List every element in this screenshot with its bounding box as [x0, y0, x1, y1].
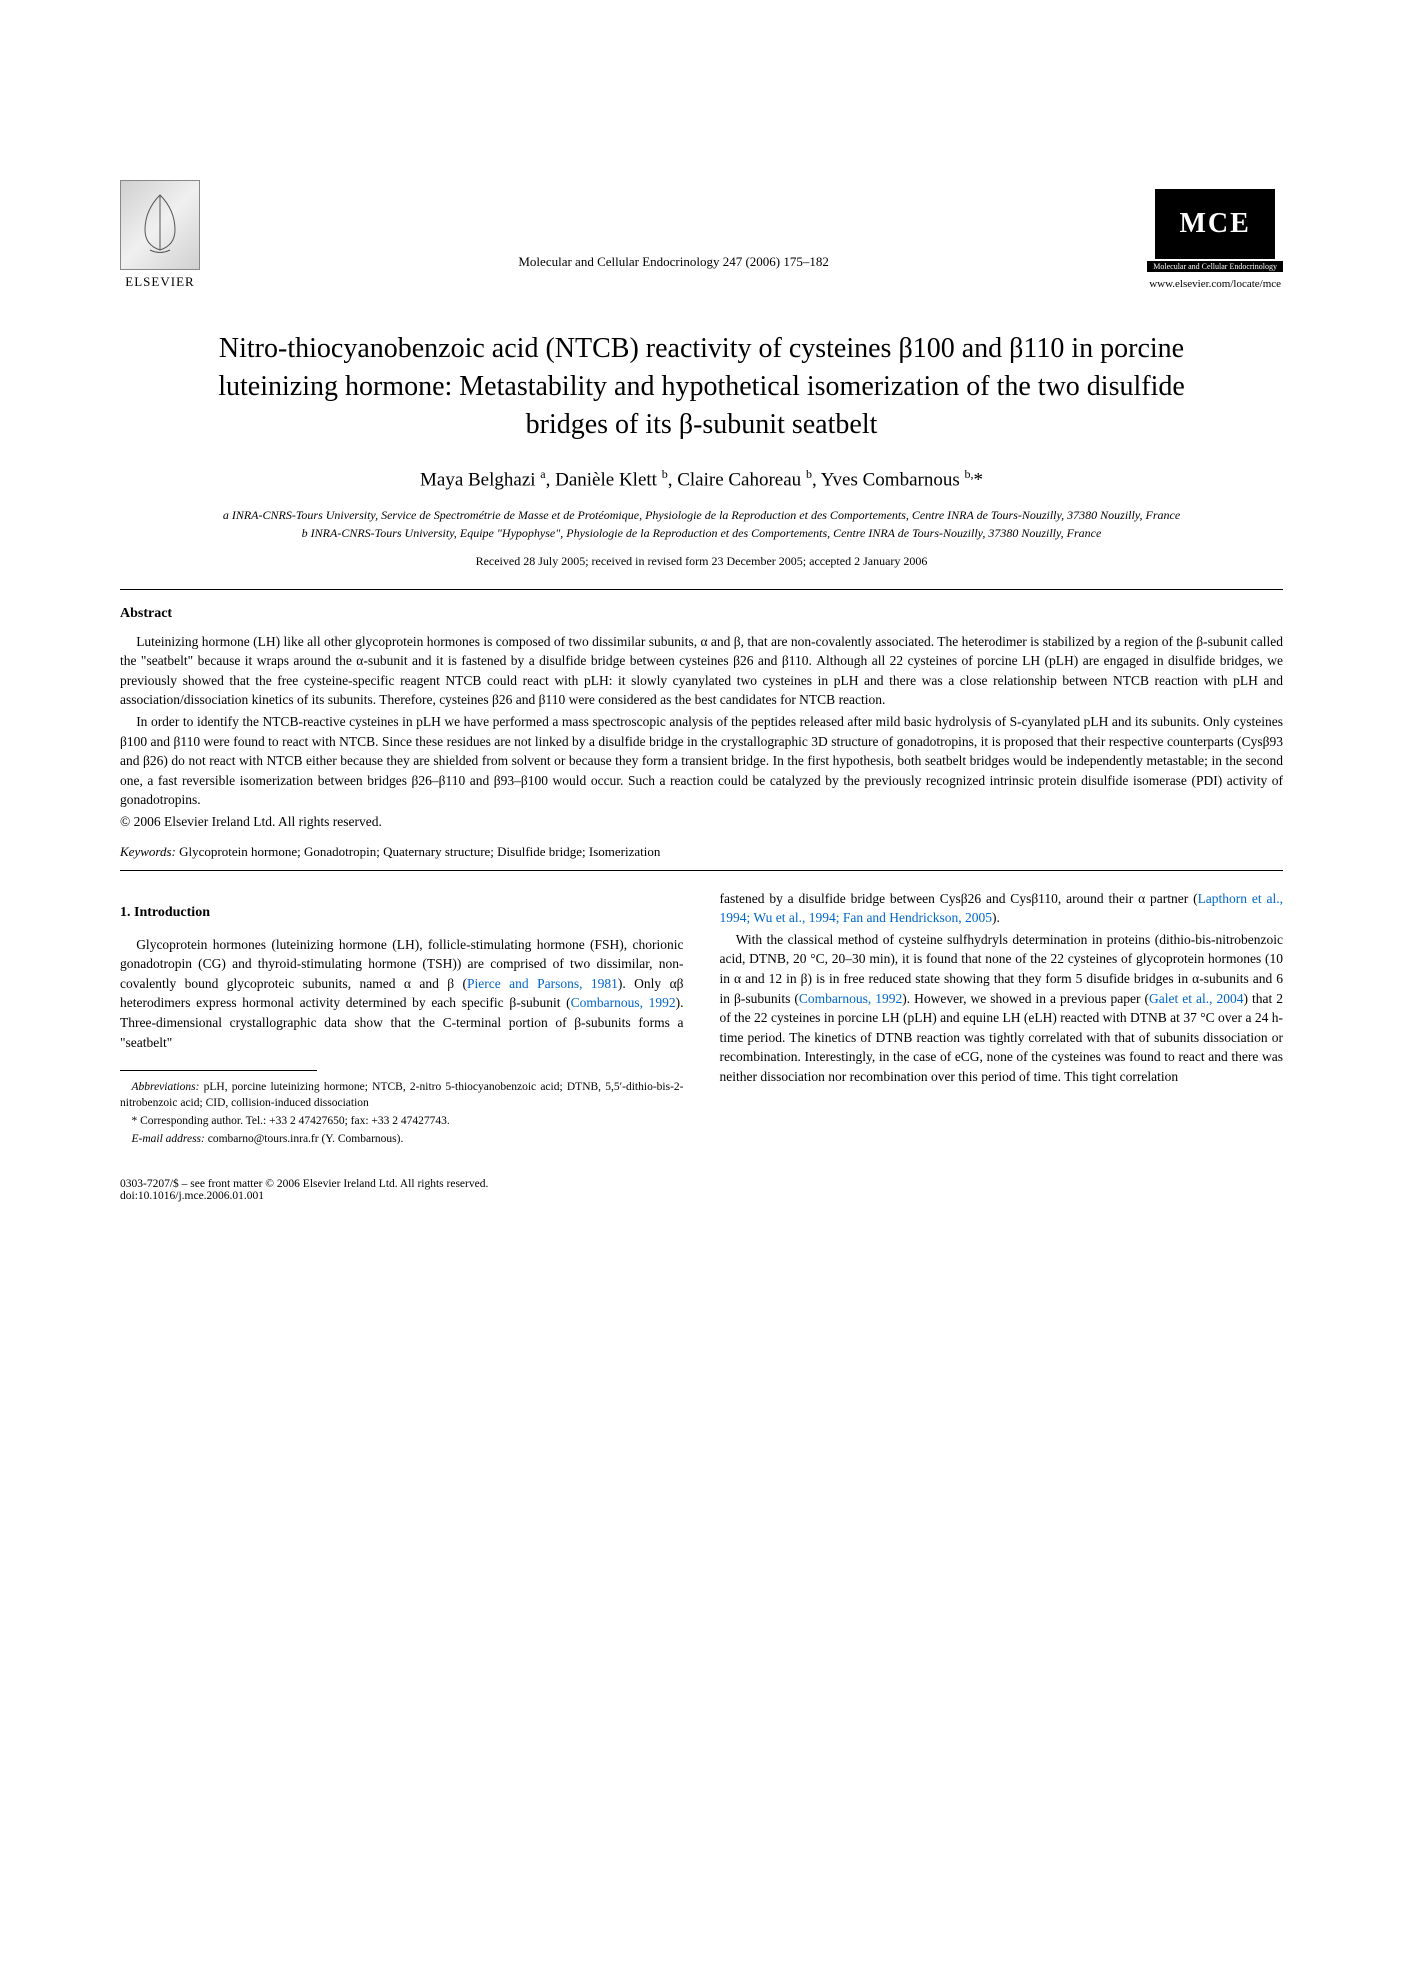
paper-header: ELSEVIER Molecular and Cellular Endocrin…: [120, 180, 1283, 290]
abbrev-label: Abbreviations:: [132, 1081, 200, 1093]
journal-citation: Molecular and Cellular Endocrinology 247…: [200, 254, 1147, 290]
journal-url[interactable]: www.elsevier.com/locate/mce: [1149, 278, 1281, 290]
footnote-abbrev: Abbreviations: pLH, porcine luteinizing …: [120, 1079, 684, 1111]
footnote-corresp: * Corresponding author. Tel.: +33 2 4742…: [120, 1113, 684, 1129]
affiliations: a INRA-CNRS-Tours University, Service de…: [180, 506, 1223, 542]
abstract-body: Luteinizing hormone (LH) like all other …: [120, 632, 1283, 830]
abbrev-text: pLH, porcine luteinizing hormone; NTCB, …: [120, 1081, 684, 1109]
abstract-p1: Luteinizing hormone (LH) like all other …: [120, 632, 1283, 710]
footnote-rule: [120, 1070, 317, 1071]
doi-block: 0303-7207/$ – see front matter © 2006 El…: [120, 1178, 1283, 1202]
keywords-line: Keywords: Glycoprotein hormone; Gonadotr…: [120, 844, 1283, 860]
authors-line: Maya Belghazi a, Danièle Klett b, Claire…: [120, 467, 1283, 491]
publisher-block: ELSEVIER: [120, 180, 200, 290]
intro-p2: With the classical method of cysteine su…: [720, 930, 1284, 1087]
rule-top: [120, 589, 1283, 590]
rule-bottom: [120, 870, 1283, 871]
cite-combarnous-1992-b[interactable]: Combarnous, 1992: [799, 991, 902, 1006]
cite-galet-2004[interactable]: Galet et al., 2004: [1149, 991, 1244, 1006]
keywords-label: Keywords:: [120, 844, 176, 859]
affiliation-b: b INRA-CNRS-Tours University, Equipe "Hy…: [180, 524, 1223, 542]
email-label: E-mail address:: [132, 1133, 205, 1145]
intro-r2-b: ). However, we showed in a previous pape…: [902, 991, 1149, 1006]
abstract-copyright: © 2006 Elsevier Ireland Ltd. All rights …: [120, 814, 1283, 830]
right-column: fastened by a disulfide bridge between C…: [720, 889, 1284, 1150]
publisher-name: ELSEVIER: [125, 274, 194, 290]
journal-logo-label: Molecular and Cellular Endocrinology: [1147, 261, 1283, 272]
footnote-email: E-mail address: combarno@tours.inra.fr (…: [120, 1131, 684, 1147]
intro-r1-a: fastened by a disulfide bridge between C…: [720, 891, 1198, 906]
intro-r1-b: ).: [992, 910, 1000, 925]
journal-logo-block: MCE Molecular and Cellular Endocrinology…: [1147, 189, 1283, 290]
elsevier-tree-icon: [120, 180, 200, 270]
affiliation-a: a INRA-CNRS-Tours University, Service de…: [180, 506, 1223, 524]
cite-combarnous-1992[interactable]: Combarnous, 1992: [571, 995, 676, 1010]
paper-title: Nitro-thiocyanobenzoic acid (NTCB) react…: [180, 330, 1223, 443]
keywords-text: Glycoprotein hormone; Gonadotropin; Quat…: [176, 844, 660, 859]
intro-p1: Glycoprotein hormones (luteinizing hormo…: [120, 935, 684, 1052]
left-column: 1. Introduction Glycoprotein hormones (l…: [120, 889, 684, 1150]
article-dates: Received 28 July 2005; received in revis…: [120, 554, 1283, 569]
body-columns: 1. Introduction Glycoprotein hormones (l…: [120, 889, 1283, 1150]
doi-line: doi:10.1016/j.mce.2006.01.001: [120, 1190, 1283, 1202]
email-text: combarno@tours.inra.fr (Y. Combarnous).: [205, 1133, 404, 1145]
intro-p1-cont: fastened by a disulfide bridge between C…: [720, 889, 1284, 928]
mce-logo-icon: MCE: [1155, 189, 1275, 259]
footnotes: Abbreviations: pLH, porcine luteinizing …: [120, 1079, 684, 1147]
abstract-heading: Abstract: [120, 606, 1283, 622]
section-1-heading: 1. Introduction: [120, 905, 684, 921]
cite-pierce-1981[interactable]: Pierce and Parsons, 1981: [467, 976, 618, 991]
abstract-p2: In order to identify the NTCB-reactive c…: [120, 712, 1283, 810]
front-matter-line: 0303-7207/$ – see front matter © 2006 El…: [120, 1178, 1283, 1190]
